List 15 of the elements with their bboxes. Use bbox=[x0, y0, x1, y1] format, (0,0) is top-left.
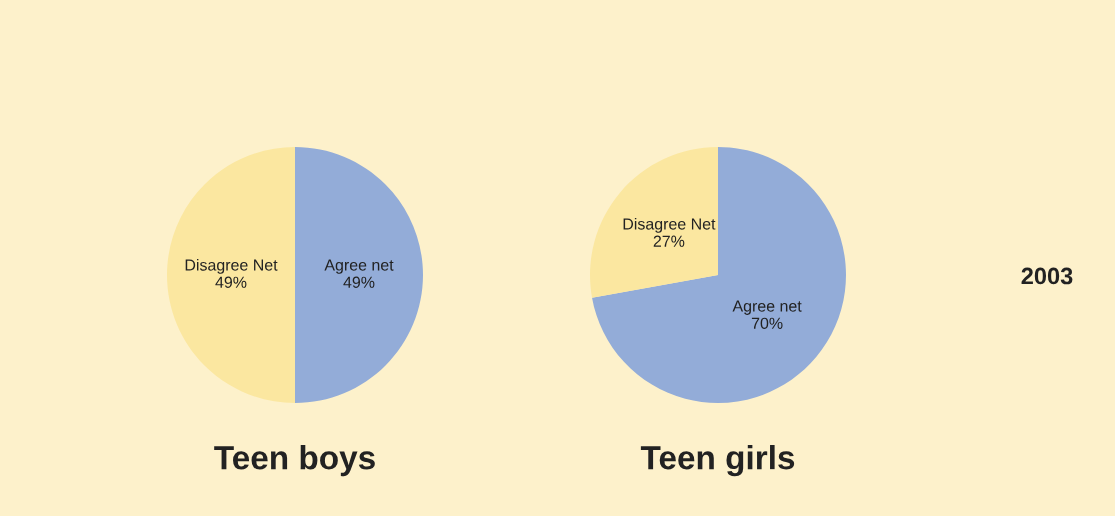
data-label: 49% bbox=[215, 276, 247, 288]
data-label: 27% bbox=[653, 235, 685, 247]
slice-label: Agree net bbox=[732, 300, 802, 315]
slice-label: Disagree Net bbox=[623, 217, 716, 233]
slice-label: Agree net bbox=[324, 259, 394, 274]
pie-slice bbox=[295, 147, 423, 403]
pie-slice bbox=[167, 147, 295, 403]
data-label: 49% bbox=[343, 276, 375, 288]
pie-slice bbox=[592, 147, 846, 403]
slice-label: Disagree Net bbox=[185, 258, 278, 274]
text: Teen boys bbox=[214, 445, 375, 477]
data-label: 70% bbox=[751, 317, 783, 329]
text: 2003 bbox=[1021, 267, 1073, 285]
text: Teen girls bbox=[640, 444, 795, 477]
pie-slice bbox=[590, 147, 718, 298]
